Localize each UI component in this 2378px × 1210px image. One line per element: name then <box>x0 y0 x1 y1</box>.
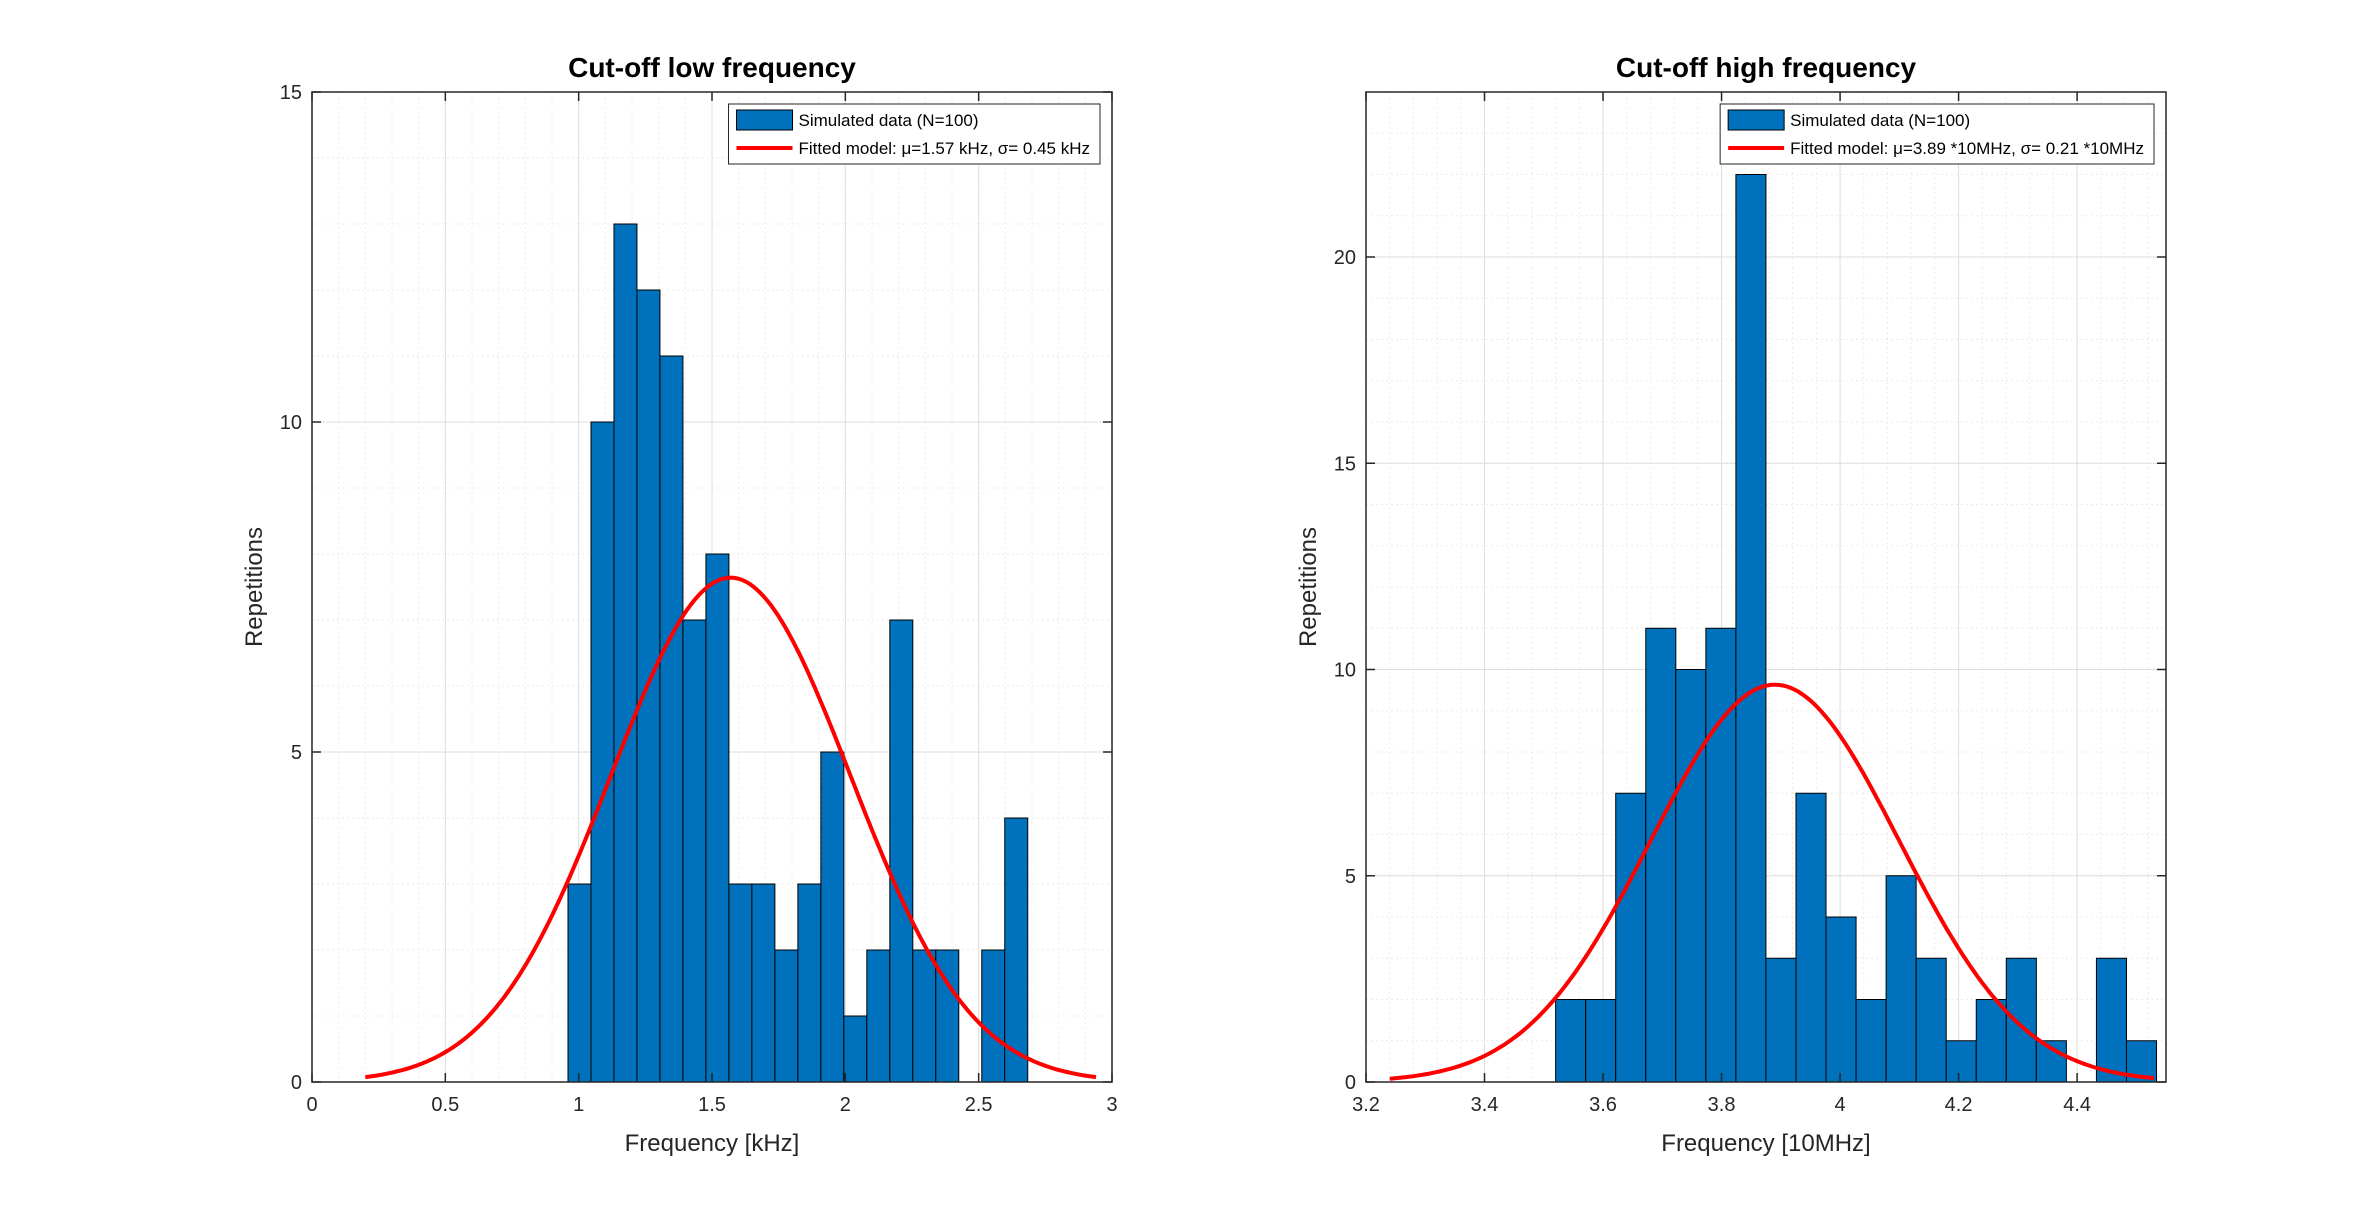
x-tick-label: 2.5 <box>965 1094 993 1116</box>
chart-title: Cut-off high frequency <box>1616 52 1917 83</box>
fit-curve <box>1389 682 2155 1081</box>
histogram-bar <box>1795 792 1827 1083</box>
chart-low-frequency: 0 0.5 1 1.5 2 2.5 3 0 5 10 15 Cut-off low frequenc… <box>241 52 1118 1157</box>
y-tick-label: 15 <box>1334 453 1356 475</box>
histogram-bar <box>1705 627 1737 1083</box>
y-tick-label: 5 <box>291 742 302 764</box>
histogram-bar <box>1645 627 1677 1083</box>
x-tick-label: 4.2 <box>1945 1094 1973 1116</box>
y-tick-label: 5 <box>1345 866 1356 888</box>
histogram-bar <box>889 619 914 1083</box>
legend-label-fit: Fitted model: μ=1.57 kHz, σ= 0.45 kHz <box>799 139 1090 158</box>
x-tick-label: 4 <box>1835 1094 1846 1116</box>
histogram-bar <box>1555 999 1587 1083</box>
histogram-bar <box>1915 957 1947 1083</box>
x-tick-label: 3.2 <box>1352 1094 1380 1116</box>
histogram-bar <box>705 553 730 1083</box>
bars <box>1555 174 2158 1083</box>
histogram-bar <box>2005 957 2037 1083</box>
y-tick-label: 20 <box>1334 247 1356 269</box>
legend-label-fit: Fitted model: μ=3.89 *10MHz, σ= 0.21 *10… <box>1790 139 2144 158</box>
ticks: 3.2 3.4 3.6 3.8 4 4.2 4.4 0 5 10 15 20 <box>1334 92 2166 1116</box>
histogram-bar <box>1765 957 1797 1083</box>
histogram-bar <box>843 1015 868 1083</box>
histogram-bar <box>1615 792 1647 1083</box>
histogram-bar <box>728 883 753 1083</box>
histogram-bar <box>1975 999 2007 1083</box>
x-axis-label: Frequency [10MHz] <box>1661 1130 1870 1157</box>
histogram-bar <box>797 883 822 1083</box>
histogram-bar <box>682 619 707 1083</box>
legend-swatch-bar <box>1727 109 1785 131</box>
histogram-bar <box>981 949 1006 1083</box>
x-tick-label: 4.4 <box>2063 1094 2091 1116</box>
x-tick-label: 3.4 <box>1471 1094 1499 1116</box>
histogram-bar <box>1675 669 1707 1083</box>
x-tick-label: 0 <box>306 1094 317 1116</box>
x-tick-label: 2 <box>840 1094 851 1116</box>
x-tick-label: 1 <box>573 1094 584 1116</box>
legend-swatch-bar <box>736 109 794 131</box>
chart-high-frequency: 3.2 3.4 3.6 3.8 4 4.2 4.4 0 5 10 15 20 Cut-off high… <box>1295 52 2167 1157</box>
histogram-bar <box>2095 957 2127 1083</box>
y-axis-label: Repetitions <box>1295 527 1322 647</box>
histogram-bar <box>1945 1040 1977 1083</box>
histogram-bar <box>866 949 891 1083</box>
histogram-bar <box>1825 916 1857 1083</box>
histogram-bar <box>567 883 592 1083</box>
histogram-bar <box>1585 999 1617 1083</box>
x-tick-label: 1.5 <box>698 1094 726 1116</box>
histogram-bar <box>659 355 684 1083</box>
x-axis-label: Frequency [kHz] <box>625 1130 800 1157</box>
histogram-bar <box>613 223 638 1083</box>
x-tick-label: 0.5 <box>431 1094 459 1116</box>
legend-box <box>1719 103 2155 165</box>
axes-box <box>1365 91 2167 1083</box>
legend: Simulated data (N=100) Fitted model: μ=3… <box>1719 103 2155 165</box>
legend-label-data: Simulated data (N=100) <box>1790 111 1970 130</box>
histogram-bar <box>912 949 937 1083</box>
y-tick-label: 0 <box>291 1072 302 1094</box>
histogram-bar <box>774 949 799 1083</box>
fit-curve <box>365 575 1097 1080</box>
y-tick-label: 10 <box>1334 660 1356 682</box>
y-axis-label: Repetitions <box>241 527 268 647</box>
histogram-bar <box>751 883 776 1083</box>
histogram-bar <box>1885 875 1917 1083</box>
x-tick-label: 3.8 <box>1708 1094 1736 1116</box>
legend: Simulated data (N=100) Fitted model: μ=1… <box>728 103 1101 165</box>
chart-title: Cut-off low frequency <box>568 52 856 83</box>
histogram-bar <box>1855 999 1887 1083</box>
histogram-bar <box>590 421 615 1083</box>
histogram-bar <box>1735 174 1767 1083</box>
ticks: 0 0.5 1 1.5 2 2.5 3 0 5 10 15 <box>280 82 1118 1116</box>
legend-label-data: Simulated data (N=100) <box>799 111 979 130</box>
y-tick-label: 15 <box>280 82 302 104</box>
x-tick-label: 3 <box>1106 1094 1117 1116</box>
y-tick-label: 0 <box>1345 1072 1356 1094</box>
histogram-bar <box>820 751 845 1083</box>
x-tick-label: 3.6 <box>1589 1094 1617 1116</box>
y-tick-label: 10 <box>280 412 302 434</box>
histogram-bar <box>1004 817 1029 1083</box>
